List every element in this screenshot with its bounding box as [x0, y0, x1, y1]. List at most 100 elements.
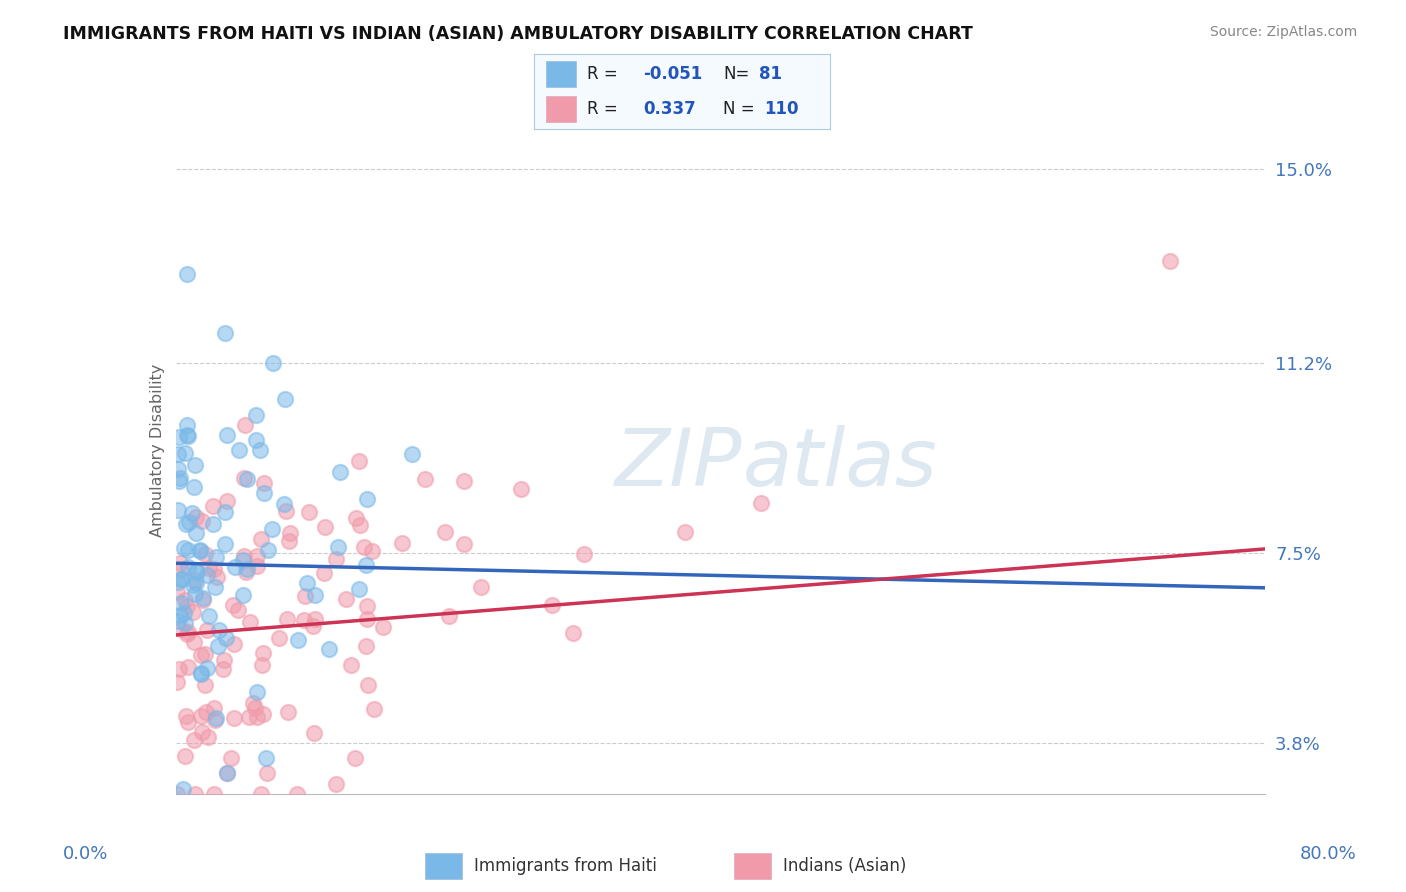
Point: [239, 615, 262, 629]
Point: [217, 428, 239, 442]
Point: [344, 511, 367, 525]
Point: [302, 725, 325, 739]
Point: [249, 443, 271, 458]
Point: [173, 541, 195, 555]
Point: [354, 639, 377, 653]
Text: 110: 110: [765, 100, 799, 118]
Point: [250, 657, 273, 672]
Point: [285, 787, 308, 801]
Point: [194, 547, 217, 561]
Point: [349, 582, 371, 596]
Point: [347, 453, 370, 467]
Point: [169, 471, 191, 485]
Point: [304, 588, 326, 602]
Point: [453, 536, 475, 550]
Point: [453, 474, 475, 488]
Point: [232, 588, 254, 602]
Point: [184, 573, 207, 587]
Point: [177, 715, 200, 730]
Point: [176, 709, 198, 723]
Point: [214, 537, 236, 551]
Point: [183, 732, 205, 747]
Point: [314, 520, 336, 534]
Point: [356, 599, 378, 614]
Point: [204, 713, 226, 727]
Text: 80.0%: 80.0%: [1301, 846, 1357, 863]
Point: [190, 514, 212, 528]
Text: IMMIGRANTS FROM HAITI VS INDIAN (ASIAN) AMBULATORY DISABILITY CORRELATION CHART: IMMIGRANTS FROM HAITI VS INDIAN (ASIAN) …: [63, 25, 973, 43]
Point: [215, 766, 238, 780]
Point: [188, 544, 211, 558]
Text: Indians (Asian): Indians (Asian): [783, 857, 907, 875]
Point: [181, 506, 204, 520]
Text: 0.0%: 0.0%: [63, 846, 108, 863]
Point: [470, 580, 492, 594]
Point: [325, 777, 347, 791]
Point: [1159, 253, 1181, 268]
Point: [246, 549, 269, 564]
Point: [510, 482, 533, 496]
Point: [176, 417, 198, 432]
Point: [167, 462, 190, 476]
Point: [177, 515, 200, 529]
Point: [278, 525, 301, 540]
Point: [363, 702, 385, 716]
Point: [190, 725, 212, 739]
Point: [246, 685, 269, 699]
Point: [190, 667, 212, 681]
Point: [191, 593, 214, 607]
Point: [246, 558, 269, 573]
Point: [233, 549, 256, 564]
Point: [217, 765, 239, 780]
Point: [174, 446, 197, 460]
Point: [195, 660, 218, 674]
Point: [173, 749, 195, 764]
Point: [318, 641, 340, 656]
Point: [170, 564, 193, 578]
Point: [253, 485, 276, 500]
Point: [202, 787, 225, 801]
Point: [167, 574, 190, 589]
Point: [205, 570, 228, 584]
Point: [433, 525, 456, 540]
Point: [173, 593, 195, 607]
Point: [349, 518, 371, 533]
Point: [170, 596, 193, 610]
Point: [177, 560, 200, 574]
Point: [197, 623, 219, 637]
Y-axis label: Ambulatory Disability: Ambulatory Disability: [149, 364, 165, 537]
Point: [246, 709, 269, 723]
Point: [361, 543, 384, 558]
Point: [340, 657, 363, 672]
Point: [190, 709, 212, 723]
Point: [167, 447, 190, 461]
Point: [238, 710, 260, 724]
Point: [167, 474, 190, 488]
Point: [177, 660, 200, 674]
Point: [174, 616, 197, 631]
Point: [749, 496, 772, 510]
Point: [183, 458, 205, 472]
Point: [252, 646, 274, 660]
Point: [226, 603, 249, 617]
Point: [413, 472, 436, 486]
Point: [173, 606, 195, 620]
Point: [437, 608, 460, 623]
Point: [250, 787, 273, 801]
Point: [235, 565, 257, 579]
Point: [202, 499, 225, 513]
Point: [167, 662, 190, 676]
Point: [208, 623, 231, 637]
Point: [304, 612, 326, 626]
Point: [188, 543, 211, 558]
Point: [176, 625, 198, 640]
Text: R =: R =: [588, 100, 619, 118]
Point: [215, 631, 238, 645]
Point: [262, 356, 284, 370]
Point: [190, 648, 212, 662]
Text: atlas: atlas: [742, 425, 938, 503]
Point: [250, 532, 273, 546]
Point: [167, 503, 190, 517]
Text: Immigrants from Haiti: Immigrants from Haiti: [474, 857, 657, 875]
Point: [174, 516, 197, 531]
